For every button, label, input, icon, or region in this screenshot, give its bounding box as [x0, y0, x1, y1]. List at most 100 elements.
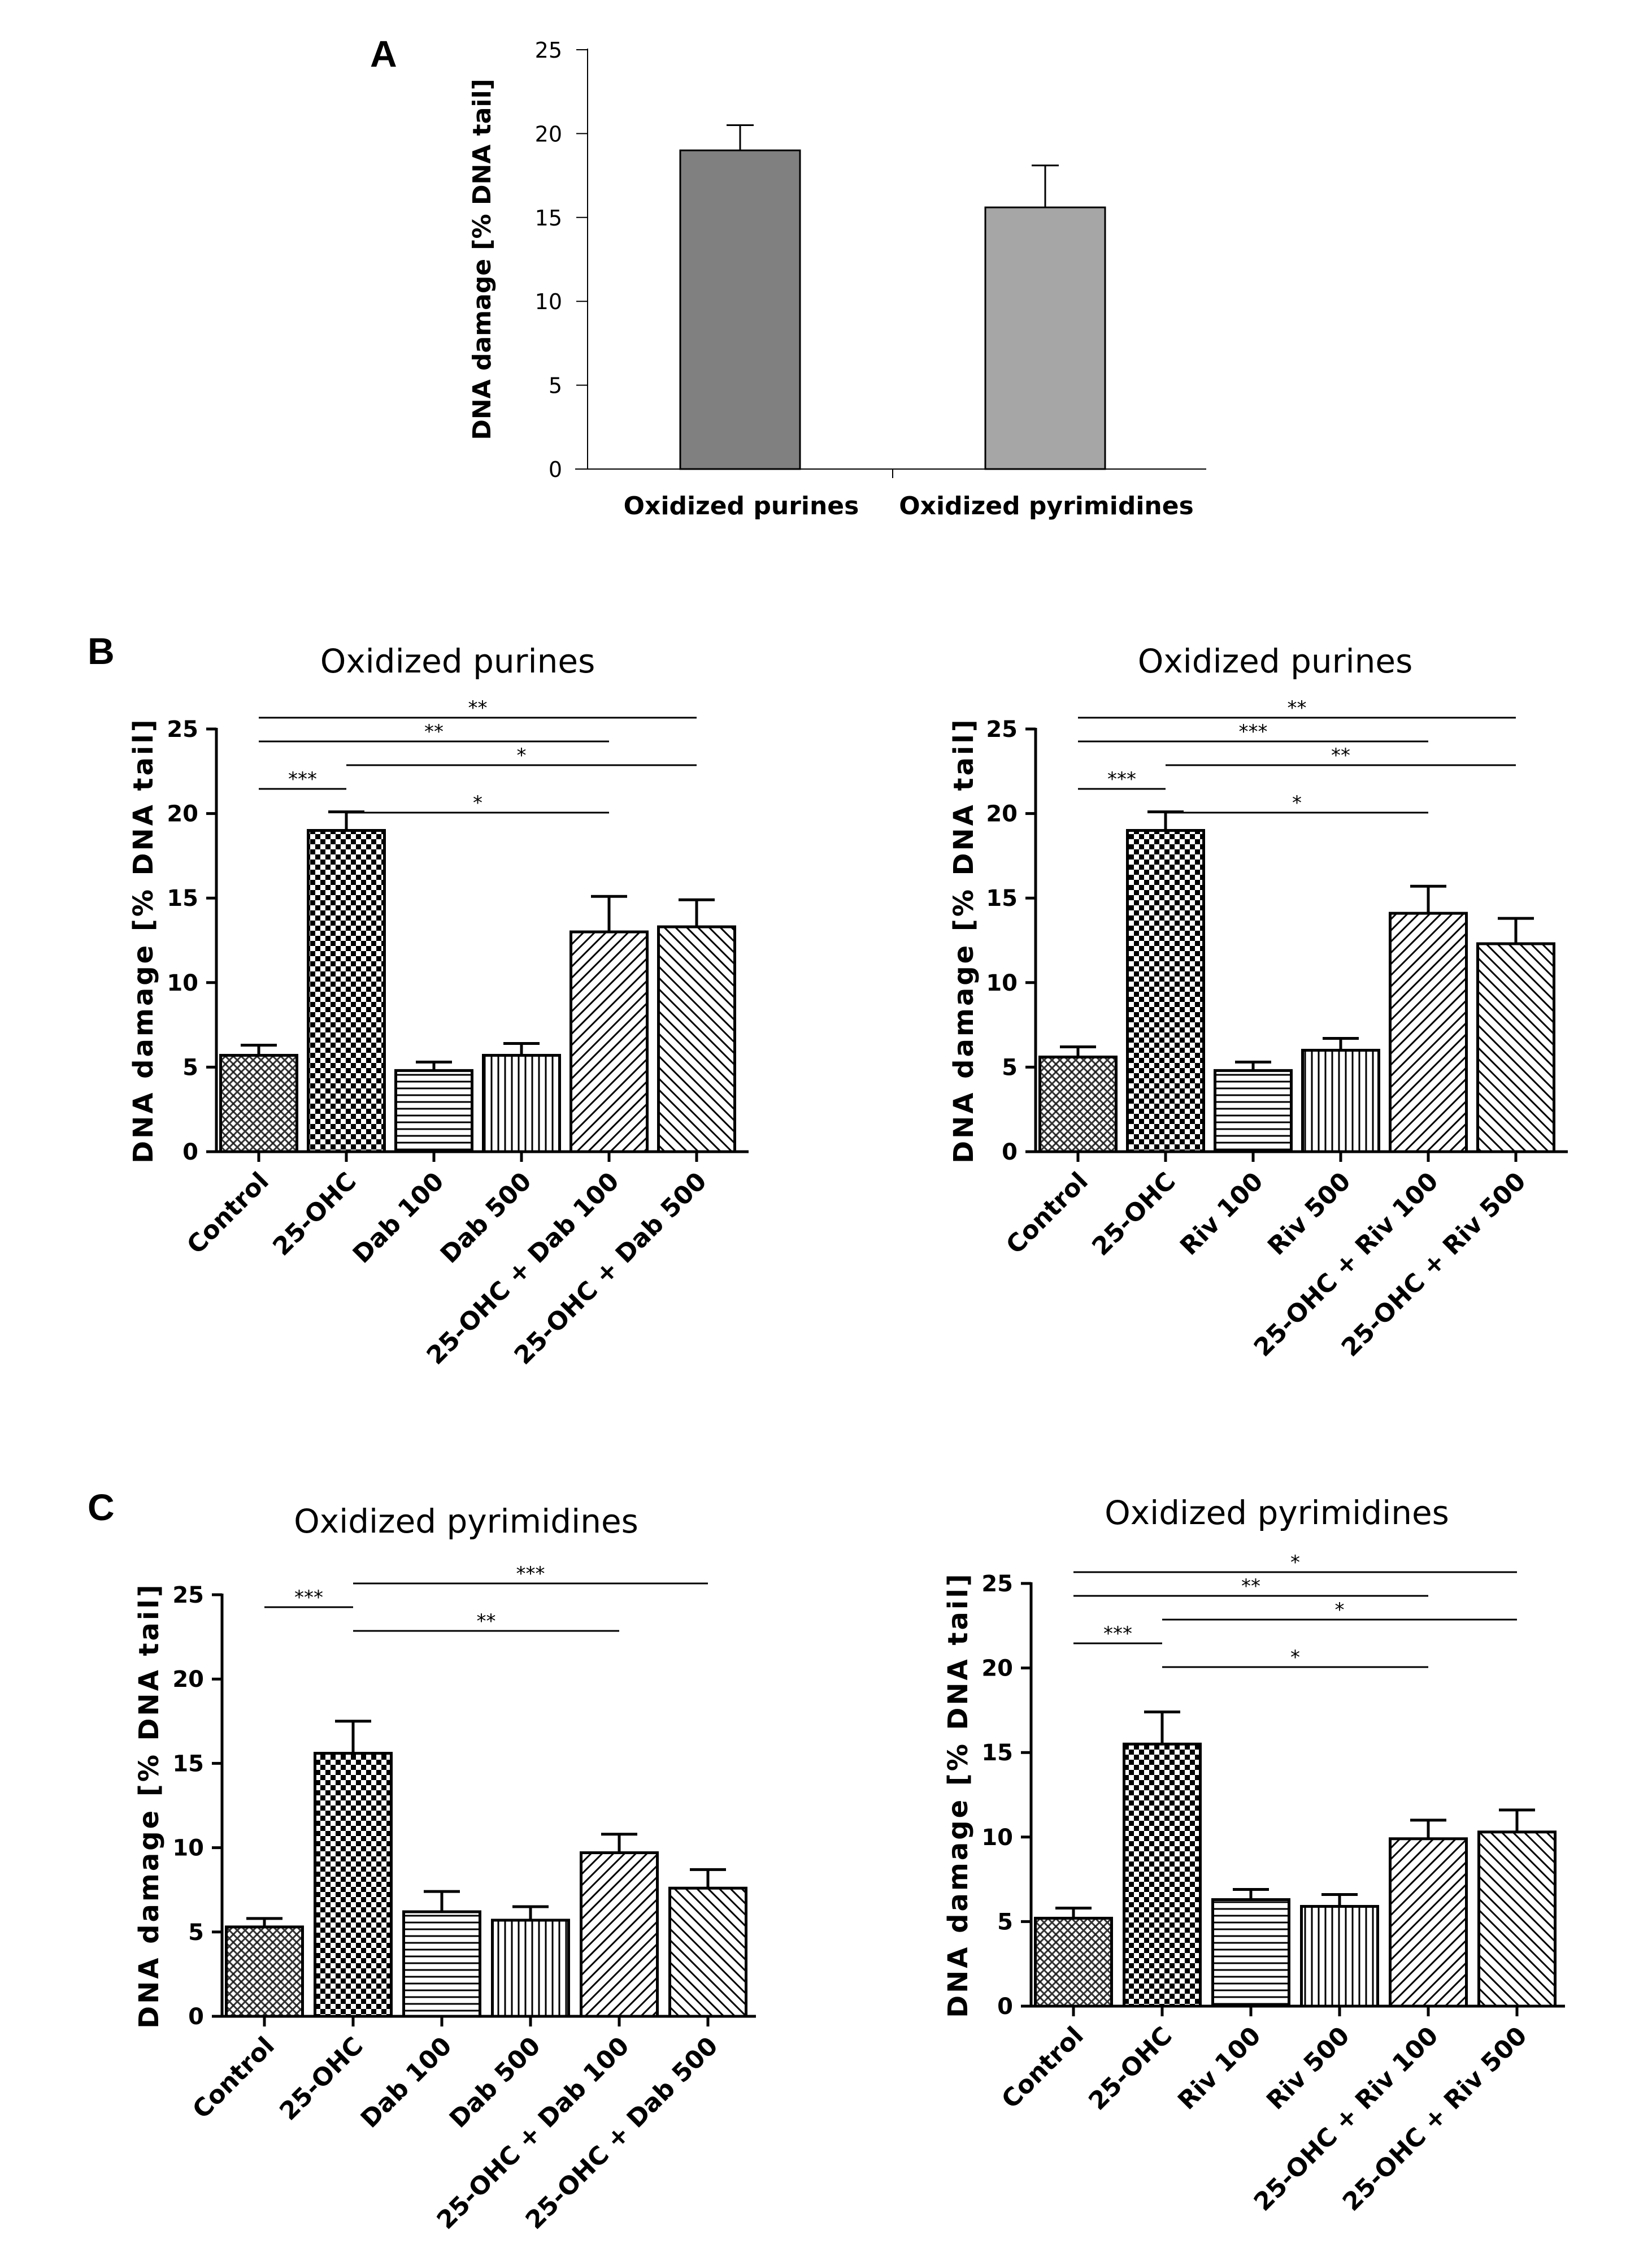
x-tick-label: Dab 100: [347, 1167, 450, 1269]
bar: [1126, 829, 1205, 1153]
y-tick-label: 5: [997, 1909, 1013, 1935]
bar: [314, 1751, 393, 2018]
bar: [1389, 912, 1468, 1153]
significance-label: ***: [1239, 721, 1268, 743]
y-tick-label: 20: [986, 801, 1018, 827]
y-tick-label: 0: [182, 1139, 198, 1165]
y-tick-label: 10: [981, 1825, 1013, 1851]
bar: [1214, 1069, 1293, 1153]
y-tick-label: 0: [997, 1994, 1013, 2020]
y-tick-label: 0: [188, 2004, 204, 2030]
significance-label: *: [1335, 1599, 1345, 1621]
significance-label: **: [424, 721, 444, 743]
bar: [225, 1925, 304, 2018]
chart-c-right: Oxidized pyrimidines 0 5 10 15 20 25 DNA damage…: [942, 1494, 1565, 2217]
significance-label: *: [1292, 792, 1302, 814]
chart-title: Oxidized purines: [1138, 642, 1413, 680]
bar: [657, 925, 736, 1153]
chart-a: 0 5 10 15 20 25 DNA damage [% DNA tail] Oxidize…: [468, 38, 1206, 520]
significance-label: **: [1241, 1575, 1260, 1598]
x-tick-label: 25-OHC: [1083, 2021, 1178, 2116]
bar: [1300, 1904, 1379, 2008]
y-tick-label: 20: [167, 801, 198, 827]
significance-label: ***: [288, 768, 317, 791]
significance-label: **: [477, 1610, 496, 1633]
bar: [402, 1910, 481, 2018]
chart-b-left: Oxidized purines 0 5 10 15 20 25 DNA damage [% …: [128, 642, 749, 1370]
panel-letter-b: B: [88, 630, 115, 672]
y-tick-label: 25: [981, 1571, 1013, 1597]
bar: [219, 1053, 298, 1153]
bar: [1123, 1742, 1202, 2008]
bar: [482, 1053, 561, 1153]
bar: [1301, 1048, 1380, 1153]
x-tick-label: 25-OHC: [274, 2032, 369, 2127]
y-tick-label: 5: [188, 1920, 204, 1946]
bar: [569, 930, 649, 1153]
y-tick-label: 20: [535, 121, 562, 146]
bar: [679, 149, 801, 470]
bar: [1034, 1916, 1113, 2008]
y-axis-label: DNA damage [% DNA tail]: [942, 1572, 974, 2017]
bar: [307, 829, 386, 1153]
y-tick-label: 15: [535, 206, 562, 231]
y-axis-label: DNA damage [% DNA tail]: [948, 717, 980, 1163]
chart-title: Oxidized pyrimidines: [294, 1502, 638, 1540]
x-tick-label: Control: [181, 1167, 275, 1260]
x-tick-label: Oxidized purines: [624, 492, 859, 520]
chart-title: Oxidized purines: [320, 642, 595, 680]
y-tick-label: 5: [1002, 1054, 1018, 1080]
y-axis-label: DNA damage [% DNA tail]: [128, 717, 159, 1163]
bar: [1389, 1837, 1468, 2008]
x-tick-label: Oxidized pyrimidines: [899, 492, 1194, 520]
y-tick-label: 10: [986, 970, 1018, 996]
x-tick-label: Riv 100: [1172, 2021, 1267, 2116]
y-tick-label: 5: [549, 374, 562, 398]
significance-label: ***: [516, 1563, 545, 1585]
y-tick-label: 15: [167, 886, 198, 912]
y-tick-label: 0: [549, 457, 562, 482]
significance-label: *: [473, 792, 482, 814]
significance-label: ***: [1107, 768, 1136, 791]
y-axis-label: DNA damage [% DNA tail]: [133, 1582, 165, 2028]
bar: [1211, 1898, 1290, 2008]
x-tick-label: Riv 100: [1175, 1167, 1269, 1261]
y-tick-label: 25: [535, 38, 562, 63]
bar: [1477, 1830, 1557, 2008]
bar: [394, 1069, 473, 1153]
significance-label: **: [468, 697, 488, 719]
bar: [1476, 942, 1555, 1153]
x-tick-label: Riv 500: [1261, 2021, 1355, 2116]
x-tick-label: Control: [1001, 1167, 1094, 1260]
y-tick-label: 25: [172, 1582, 204, 1608]
significance-label: *: [517, 744, 527, 767]
panel-letter-c: C: [88, 1486, 115, 1528]
y-tick-label: 15: [981, 1740, 1013, 1766]
x-tick-label: 25-OHC: [1086, 1167, 1181, 1262]
charts-layer: 0 5 10 15 20 25 DNA damage [% DNA tail] Oxidize…: [128, 38, 1568, 2235]
y-tick-label: 15: [172, 1751, 204, 1777]
x-tick-label: Dab 100: [355, 2032, 458, 2134]
y-tick-label: 20: [172, 1667, 204, 1693]
y-tick-label: 0: [1002, 1139, 1018, 1165]
y-tick-label: 25: [167, 717, 198, 743]
significance-label: *: [1290, 1646, 1300, 1669]
panel-letter-a: A: [370, 33, 397, 75]
significance-label: *: [1290, 1551, 1300, 1574]
significance-label: ***: [1103, 1622, 1132, 1645]
x-tick-label: Riv 500: [1262, 1167, 1357, 1261]
bar: [984, 206, 1106, 470]
bar: [668, 1886, 747, 2018]
significance-label: **: [1288, 697, 1307, 719]
significance-label: ***: [294, 1586, 323, 1609]
chart-title: Oxidized pyrimidines: [1105, 1494, 1449, 1532]
chart-c-left: Oxidized pyrimidines 0 5 10 15 20 25 DNA damage…: [133, 1502, 756, 2235]
y-axis-label: DNA damage [% DNA tail]: [468, 79, 497, 440]
significance-label: **: [1331, 744, 1350, 767]
x-tick-label: Control: [996, 2021, 1089, 2115]
bar: [580, 1851, 659, 2018]
y-tick-label: 5: [182, 1054, 198, 1080]
bar: [1038, 1055, 1118, 1153]
